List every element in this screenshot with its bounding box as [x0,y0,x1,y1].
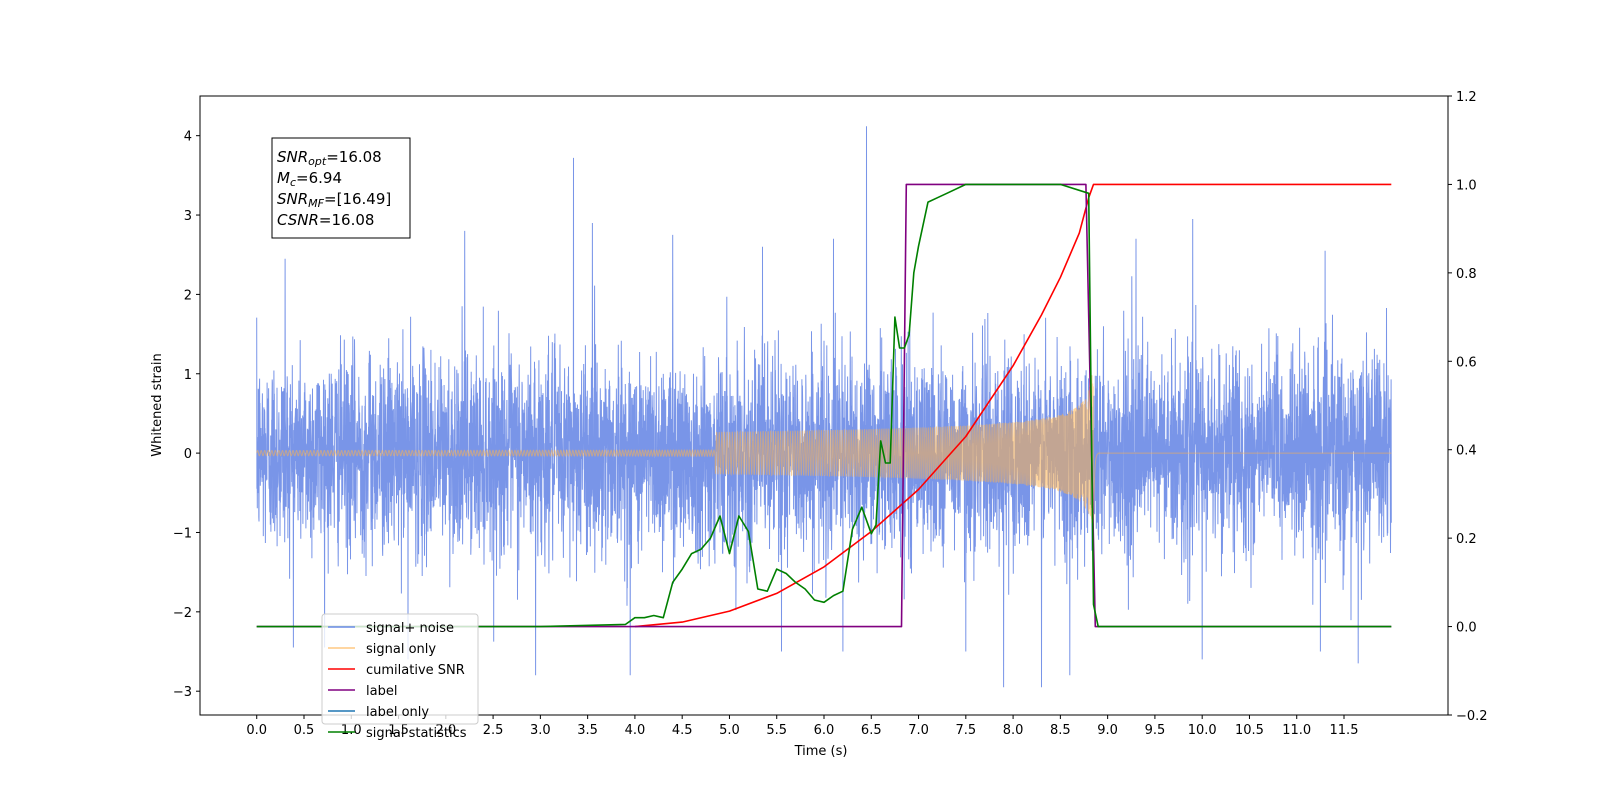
x-tick-label: 11.5 [1330,723,1359,738]
x-axis-label: Time (s) [794,744,848,759]
annotation-box: SNRopt=16.08Mc=6.94SNRMF=[16.49]CSNR=16.… [271,137,411,239]
x-tick-label: 4.0 [625,723,646,738]
annotation-frame [271,137,411,239]
y-right-tick-label: 1.0 [1456,178,1477,193]
y-tick-label: 1 [184,368,192,383]
y-tick-label: 3 [184,209,192,224]
legend-label: signal only [366,642,436,657]
annotation-line: SNRMF=[16.49] [277,190,391,210]
legend-frame [321,613,479,725]
annotation-line: Mc=6.94 [277,169,342,189]
legend-entries: signal+ noise signal only cumilative SNR la… [328,621,467,741]
x-tick-label: 0.5 [294,723,315,738]
x-tick-label: 3.5 [577,723,598,738]
legend-label: label [366,684,397,699]
x-tick-label: 1.5 [388,723,409,738]
series-signal-only [256,375,1392,533]
annotation-line: SNRopt=16.08 [277,148,382,168]
legend-label: label only [366,705,429,720]
x-tick-label: 8.5 [1050,723,1071,738]
series-layer [256,126,1392,688]
y-tick-label: 0 [184,447,192,462]
x-tick-label: 10.5 [1235,723,1264,738]
x-tick-label: 10.0 [1188,723,1217,738]
annotation-lines: SNRopt=16.08Mc=6.94SNRMF=[16.49]CSNR=16.… [277,148,391,229]
y-right-tick-label: 0.6 [1456,355,1477,370]
y-tick-label: −2 [173,606,192,621]
y-right-tick-label: 0.2 [1456,532,1477,547]
y-right-tick-label: 0.4 [1456,444,1477,459]
x-tick-label: 6.0 [814,723,835,738]
legend: signal+ noise signal only cumilative SNR la… [321,613,479,741]
x-tick-label: 11.0 [1282,723,1311,738]
y-right-tick-label: −0.2 [1456,709,1488,724]
y-right-axis-ticks: −0.2 0.0 0.2 0.4 0.6 0.8 1.0 1.2 [1448,90,1488,724]
x-tick-label: 2.5 [483,723,504,738]
y-axis-ticks: −3 −2 −1 0 1 2 3 4 [173,130,200,700]
y-tick-label: −1 [173,526,192,541]
y-right-tick-label: 0.8 [1456,267,1477,282]
x-tick-label: 2.0 [435,723,456,738]
legend-label: cumilative SNR [366,663,465,678]
y-tick-label: −3 [173,685,192,700]
legend-label: signal+ noise [366,621,454,636]
annotation-line: CSNR=16.08 [277,211,374,229]
x-tick-label: 8.0 [1003,723,1024,738]
x-axis-ticks: 0.0 0.5 1.0 1.5 2.0 2.5 3.0 3.5 4.0 4.5 5.0 5.5 6.0 6… [246,715,1358,738]
x-tick-label: 4.5 [672,723,693,738]
y-right-tick-label: 1.2 [1456,90,1477,105]
x-tick-label: 3.0 [530,723,551,738]
x-tick-label: 7.5 [955,723,976,738]
y-right-tick-label: 0.0 [1456,621,1477,636]
x-tick-label: 6.5 [861,723,882,738]
x-tick-label: 5.0 [719,723,740,738]
y-axis-label: Whitened strain [150,353,165,456]
x-tick-label: 7.0 [908,723,929,738]
series-cumilative-snr [634,183,1392,628]
x-tick-label: 0.0 [246,723,267,738]
series-signal-noise [256,126,1392,688]
x-tick-label: 9.0 [1097,723,1118,738]
x-tick-label: 5.5 [766,723,787,738]
y-tick-label: 4 [184,130,192,145]
x-tick-label: 9.5 [1145,723,1166,738]
x-tick-label: 1.0 [341,723,362,738]
series-signal-statistics [256,183,1392,628]
legend-label: signal statistics [366,726,467,741]
y-tick-label: 2 [184,288,192,303]
